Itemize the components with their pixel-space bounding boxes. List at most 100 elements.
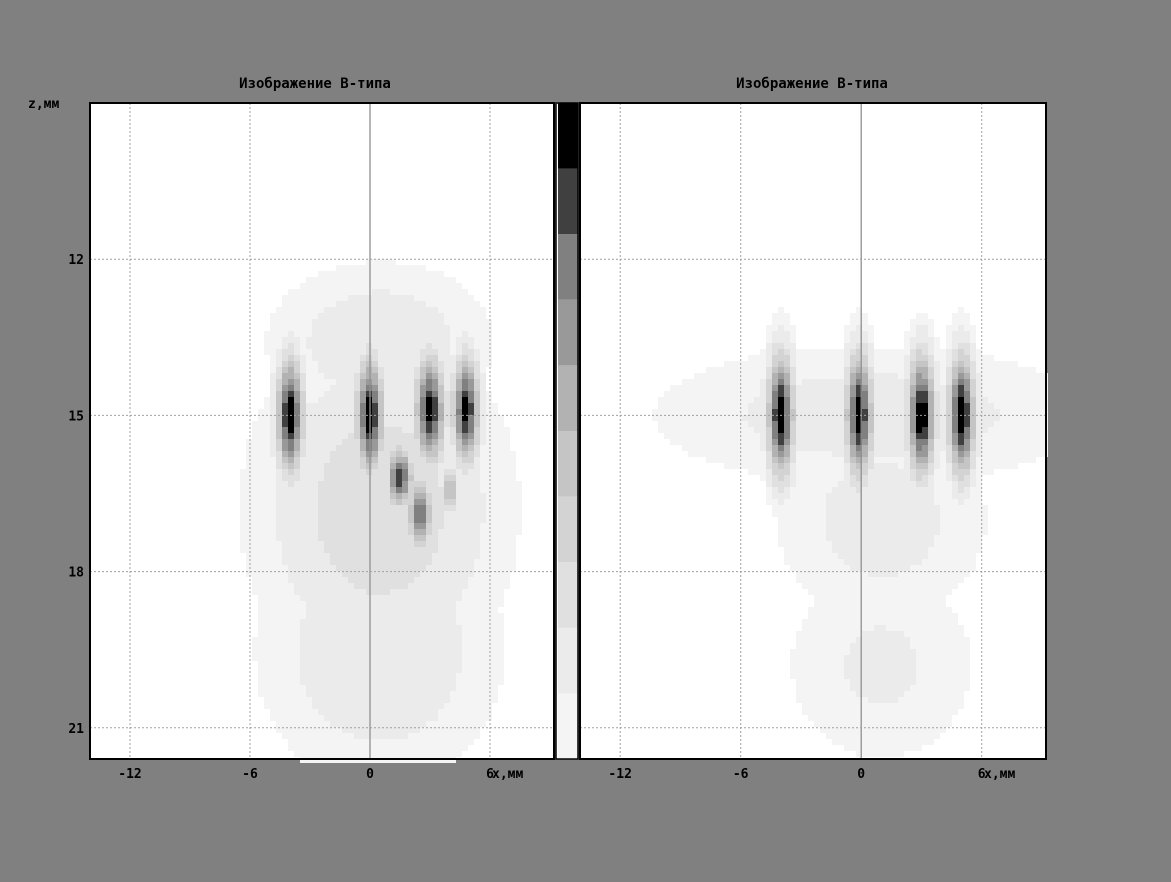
heat-cell (408, 451, 414, 457)
heat-cell (312, 409, 318, 415)
heat-cell (348, 493, 354, 499)
heat-cell (342, 541, 348, 547)
heat-cell (312, 745, 318, 751)
heat-cell (862, 373, 868, 379)
heat-cell (736, 445, 742, 451)
heat-cell (1012, 367, 1018, 373)
heat-cell (784, 319, 790, 325)
heat-cell (462, 739, 468, 745)
heat-cell (844, 427, 850, 433)
heat-cell (892, 427, 898, 433)
heat-cell (378, 631, 384, 637)
heat-cell (796, 355, 802, 361)
heat-cell (324, 307, 330, 313)
heat-cell (384, 571, 390, 577)
heat-cell (354, 733, 360, 739)
heat-cell (402, 283, 408, 289)
heat-cell (372, 445, 378, 451)
heat-cell (372, 613, 378, 619)
heat-cell (886, 505, 892, 511)
heat-cell (396, 565, 402, 571)
heat-cell (276, 679, 282, 685)
heat-cell (372, 589, 378, 595)
heat-cell (306, 451, 312, 457)
heat-cell (826, 367, 832, 373)
heat-cell (952, 367, 958, 373)
heat-cell (432, 373, 438, 379)
heat-cell (252, 517, 258, 523)
heat-cell (390, 289, 396, 295)
heat-cell (300, 409, 306, 415)
heat-cell (474, 595, 480, 601)
heat-cell (486, 439, 492, 445)
heat-cell (790, 343, 796, 349)
heat-cell (402, 661, 408, 667)
heat-cell (850, 475, 856, 481)
heat-cell (342, 691, 348, 697)
heat-cell (790, 523, 796, 529)
heat-cell (402, 595, 408, 601)
heat-cell (504, 493, 510, 499)
heat-cell (420, 571, 426, 577)
heat-cell (354, 487, 360, 493)
heat-cell (462, 397, 468, 403)
heat-cell (480, 475, 486, 481)
heat-cell (324, 487, 330, 493)
heat-cell (318, 445, 324, 451)
heat-cell (330, 559, 336, 565)
heat-cell (282, 421, 288, 427)
heat-cell (330, 571, 336, 577)
heat-cell (510, 487, 516, 493)
heat-cell (414, 415, 420, 421)
heat-cell (252, 565, 258, 571)
heat-cell (456, 631, 462, 637)
heat-cell (838, 451, 844, 457)
heat-cell (784, 505, 790, 511)
heat-cell (826, 481, 832, 487)
heat-cell (396, 361, 402, 367)
heat-cell (420, 721, 426, 727)
heat-cell (426, 619, 432, 625)
heat-cell (492, 409, 498, 415)
heat-cell (282, 637, 288, 643)
heat-cell (1036, 409, 1042, 415)
heat-cell (952, 379, 958, 385)
heat-cell (408, 529, 414, 535)
heat-cell (934, 367, 940, 373)
heat-cell (372, 277, 378, 283)
heat-cell (378, 439, 384, 445)
heat-cell (288, 331, 294, 337)
heat-cell (946, 433, 952, 439)
heat-cell (928, 403, 934, 409)
heat-cell (366, 265, 372, 271)
heat-cell (468, 637, 474, 643)
heat-cell (426, 487, 432, 493)
heat-cell (982, 361, 988, 367)
heat-cell (976, 349, 982, 355)
heat-cell (378, 487, 384, 493)
heat-cell (784, 313, 790, 319)
heat-cell (706, 421, 712, 427)
heat-cell (468, 739, 474, 745)
heat-cell (378, 457, 384, 463)
heat-cell (432, 529, 438, 535)
heat-cell (342, 481, 348, 487)
heat-cell (294, 487, 300, 493)
heat-cell (730, 451, 736, 457)
heat-cell (964, 427, 970, 433)
heat-cell (306, 409, 312, 415)
heat-cell (324, 577, 330, 583)
heat-cell (396, 703, 402, 709)
heat-cell (964, 499, 970, 505)
heat-cell (300, 307, 306, 313)
heat-cell (258, 631, 264, 637)
heat-cell (486, 397, 492, 403)
heat-cell (796, 415, 802, 421)
left-grid (90, 103, 554, 759)
heat-cell (892, 451, 898, 457)
heat-cell (312, 619, 318, 625)
heat-cell (354, 445, 360, 451)
heat-cell (778, 529, 784, 535)
heat-cell (426, 529, 432, 535)
heat-cell (402, 505, 408, 511)
